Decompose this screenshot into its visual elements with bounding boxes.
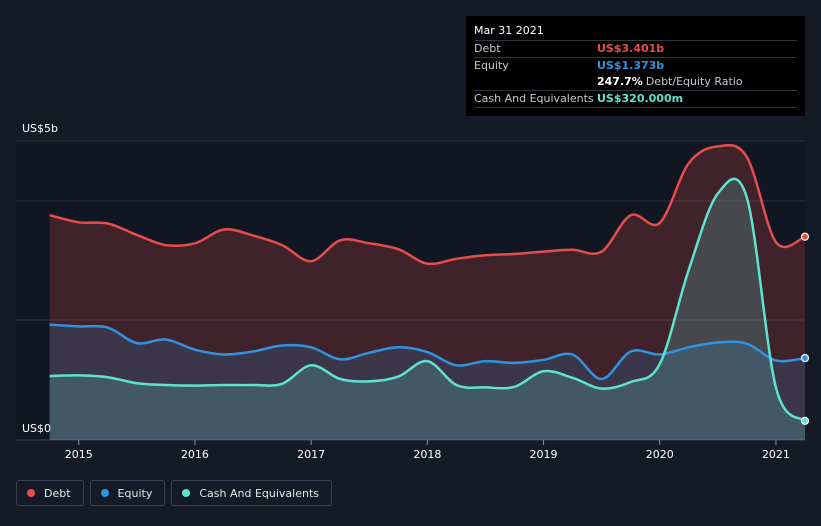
legend-dot-icon [100, 489, 109, 497]
x-tick-label: 2015 [65, 448, 93, 461]
legend-label: Equity [117, 486, 153, 500]
legend-dot-icon [27, 489, 35, 497]
tooltip-row-ratio: 247.7% Debt/Equity Ratio [474, 74, 797, 90]
x-tick-label: 2019 [530, 448, 558, 461]
tooltip-label: Equity [474, 59, 509, 72]
tooltip-panel: Mar 31 2021 Debt US$3.401b Equity US$1.3… [466, 16, 805, 116]
tooltip-label: Debt [474, 42, 501, 55]
debt-line [49, 143, 806, 266]
tooltip-date: Mar 31 2021 [474, 24, 544, 37]
legend-label: Debt [44, 486, 71, 500]
series-layer [49, 143, 810, 440]
x-tick-label: 2018 [413, 448, 441, 461]
legend: Debt Equity Cash And Equivalents [16, 480, 338, 506]
equity-line [49, 323, 806, 381]
x-tick-label: 2017 [297, 448, 325, 461]
debt-endpoint [800, 232, 810, 241]
y-tick-label-top: US$5b [22, 122, 58, 135]
tooltip-value-equity: US$1.373b [597, 59, 665, 72]
equity-endpoint [800, 353, 810, 363]
tooltip-label: Cash And Equivalents [474, 92, 594, 105]
x-tick-label: 2021 [762, 448, 790, 461]
x-tick-label: 2016 [181, 448, 209, 461]
equity-area [49, 324, 805, 440]
tooltip-ratio-value: 247.7% [597, 75, 643, 88]
cash-area [49, 178, 805, 440]
tooltip-row-cash: Cash And Equivalents US$320.000m [474, 90, 797, 108]
tooltip-ratio-label: Debt/Equity Ratio [645, 75, 743, 88]
y-tick-label-bottom: US$0 [22, 422, 51, 435]
legend-item-debt[interactable]: Debt [16, 480, 84, 506]
x-axis: 2015 2016 2017 2018 2019 2020 2021 [65, 440, 790, 461]
legend-dot-icon [182, 489, 191, 497]
tooltip-value-cash: US$320.000m [597, 92, 684, 105]
legend-label: Cash And Equivalents [199, 486, 319, 500]
tooltip-value-debt: US$3.401b [597, 42, 665, 55]
legend-item-equity[interactable]: Equity [89, 480, 166, 506]
tooltip-row-debt: Debt US$3.401b [474, 40, 797, 57]
cash-endpoint [800, 416, 810, 425]
x-tick-label: 2020 [646, 448, 674, 461]
legend-item-cash[interactable]: Cash And Equivalents [171, 480, 332, 506]
tooltip-row-equity: Equity US$1.373b [474, 57, 797, 74]
plot-background [16, 141, 805, 440]
cash-line [49, 177, 806, 422]
